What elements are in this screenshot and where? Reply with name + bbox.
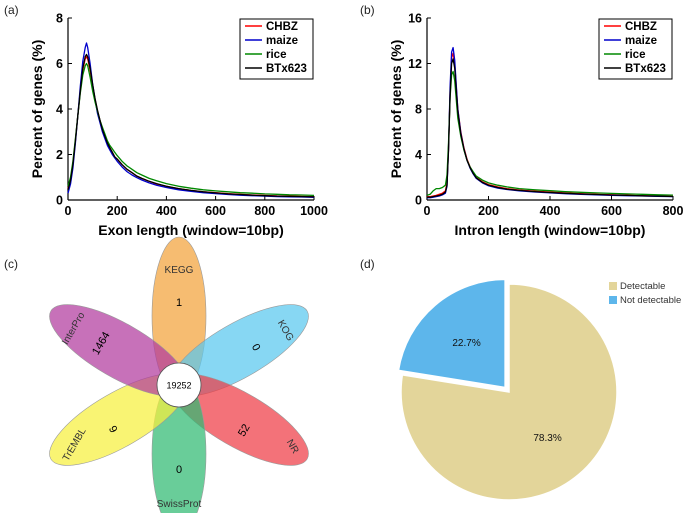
panel-letter-b: (b) [360,3,375,17]
legend-entry: rice [625,49,645,61]
pie-slice-not-detectable [397,278,506,389]
venn-unique-count: 9 [106,424,119,435]
legend-entry: CHBZ [266,21,298,33]
y-tick-label: 16 [408,12,422,26]
x-tick-label: 400 [540,204,561,218]
y-tick-label: 4 [415,148,422,162]
panel-letter-d: (d) [360,257,375,271]
x-axis-label: Exon length (window=10bp) [98,222,284,238]
y-axis-label: Percent of genes (%) [388,40,404,178]
pie-legend-swatch [609,282,617,290]
venn-set-label: KEGG [165,265,194,276]
x-tick-label: 800 [254,204,275,218]
x-tick-label: 200 [107,204,128,218]
pie-slice-detectable [400,283,618,501]
series-line-rice [426,70,674,197]
venn-unique-count: 0 [176,464,182,476]
panel-letter-c: (c) [4,257,18,271]
x-tick-label: 800 [663,204,684,218]
series-line-btx623 [427,58,674,198]
pie-chart: 78.3% 22.7% Detectable Not detectable [397,278,681,501]
pie-legend-entry: Detectable [620,281,665,292]
y-tick-label: 4 [56,103,63,117]
legend-entry: CHBZ [625,21,657,33]
legend-entry: rice [266,49,286,61]
venn-center-count: 19252 [166,381,191,391]
y-tick-label: 8 [56,12,63,26]
series-line-btx623 [67,53,315,198]
legend-entry: maize [625,35,657,47]
y-tick-label: 8 [415,103,422,117]
venn-set-label: SwissProt [157,499,202,510]
y-tick-label: 0 [415,194,422,208]
x-tick-label: 400 [156,204,177,218]
x-tick-label: 600 [205,204,226,218]
legend-entry: maize [266,35,298,47]
legend-entry: BTx623 [266,63,307,75]
series-line-rice [67,62,315,197]
legend-box [239,18,314,80]
x-tick-label: 0 [65,204,72,218]
line-chart-exon: 0 200 400 600 800 1000 0 2 4 6 8 Exon length (windo… [29,12,328,239]
pie-slice-label: 22.7% [452,338,480,349]
y-tick-label: 12 [408,57,422,71]
legend-box [598,18,673,80]
pie-slice-label: 78.3% [533,433,561,444]
pie-legend-entry: Not detectable [620,295,681,306]
venn-unique-count: 1 [176,297,182,309]
venn-unique-count: 52 [236,422,253,439]
venn-unique-count: 0 [249,342,262,353]
venn-center-circle [156,362,202,408]
x-axis-label: Intron length (window=10bp) [455,222,646,238]
y-tick-label: 6 [56,57,63,71]
y-axis-label: Percent of genes (%) [29,40,45,178]
line-chart-intron: 0 200 400 600 800 0 4 8 12 16 Intron length (windo… [388,12,683,239]
legend-entry: BTx623 [625,63,666,75]
x-tick-label: 200 [478,204,499,218]
x-tick-label: 1000 [300,204,328,218]
y-tick-label: 0 [56,194,63,208]
pie-legend-swatch [609,296,617,304]
y-tick-label: 2 [56,148,63,162]
x-tick-label: 0 [424,204,431,218]
panel-letter-a: (a) [4,3,19,17]
x-tick-label: 600 [601,204,622,218]
